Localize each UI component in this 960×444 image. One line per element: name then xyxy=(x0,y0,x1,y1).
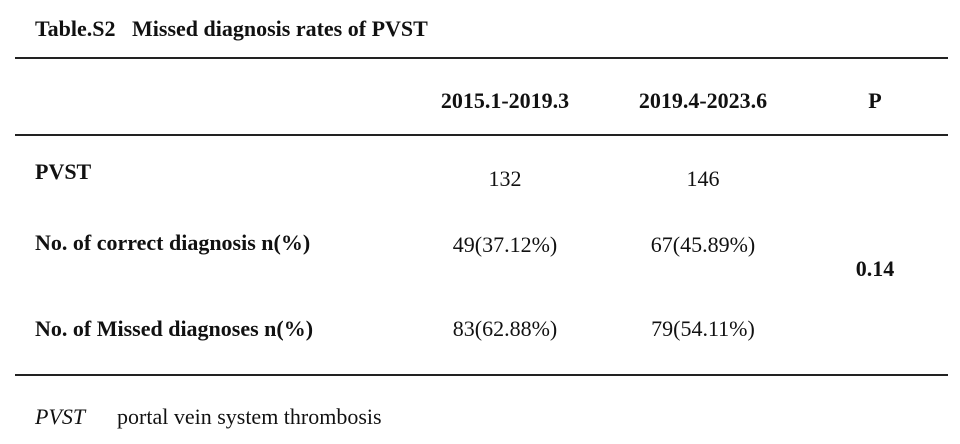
p-value: 0.14 xyxy=(855,256,895,281)
row-label: No. of Missed diagnoses n(%) xyxy=(35,316,314,341)
table-title: Table.S2 Missed diagnosis rates of PVST xyxy=(35,16,428,41)
top-rule xyxy=(15,57,948,59)
footnote-definition: portal vein system thrombosis xyxy=(117,404,382,429)
column-header: P xyxy=(868,88,882,113)
cell: 83(62.88%) xyxy=(452,316,558,341)
cell: 67(45.89%) xyxy=(650,232,756,257)
row-label: No. of correct diagnosis n(%) xyxy=(35,230,311,255)
column-header: 2015.1-2019.3 xyxy=(440,88,570,113)
header-rule xyxy=(15,134,948,136)
row-label: PVST xyxy=(35,159,92,184)
column-header: 2019.4-2023.6 xyxy=(638,88,768,113)
cell: 146 xyxy=(686,166,720,191)
bottom-rule xyxy=(15,374,948,376)
cell: 49(37.12%) xyxy=(452,232,558,257)
footnote-abbreviation: PVST xyxy=(35,404,86,429)
cell: 132 xyxy=(488,166,522,191)
cell: 79(54.11%) xyxy=(651,316,755,341)
